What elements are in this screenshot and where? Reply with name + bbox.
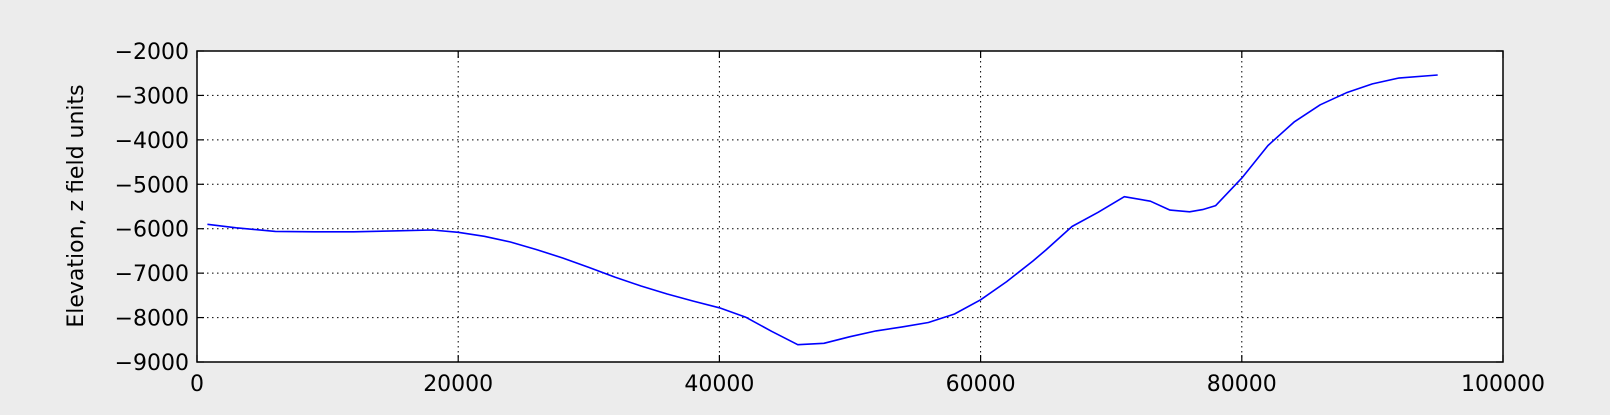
y-tick-label: −7000 xyxy=(115,262,189,287)
y-tick-label: −4000 xyxy=(115,129,189,154)
y-tick-label: −2000 xyxy=(115,40,189,65)
elevation-line xyxy=(207,74,1438,346)
y-tick-labels: −2000 −3000 −4000 −5000 −6000 −7000 −8000 −9000 xyxy=(115,40,189,376)
x-tick-label: 60000 xyxy=(946,372,1016,397)
plot-area xyxy=(197,51,1503,362)
x-tick-label: 0 xyxy=(190,372,204,397)
y-tick-label: −5000 xyxy=(115,173,189,198)
plot-frame xyxy=(196,50,1504,363)
x-tick-label: 100000 xyxy=(1461,372,1545,397)
x-tick-label: 80000 xyxy=(1207,372,1277,397)
y-tick-label: −9000 xyxy=(115,351,189,376)
y-tick-label: −8000 xyxy=(115,307,189,332)
y-axis-label: Elevation, z field units xyxy=(64,84,89,327)
x-tick-label: 40000 xyxy=(684,372,754,397)
y-tick-label: −6000 xyxy=(115,218,189,243)
y-tick-label: −3000 xyxy=(115,84,189,109)
x-tick-labels: 0 20000 40000 60000 80000 100000 xyxy=(190,372,1545,397)
x-tick-label: 20000 xyxy=(423,372,493,397)
data-series xyxy=(207,74,1438,346)
